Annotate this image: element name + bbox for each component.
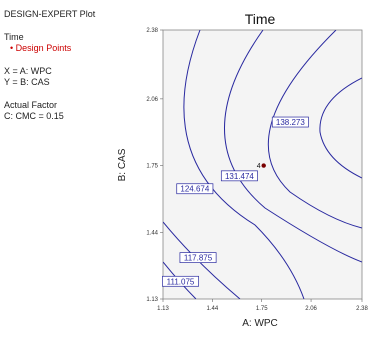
contour-138-273 bbox=[267, 30, 362, 229]
contour-label: 138.273 bbox=[271, 116, 309, 128]
x-tick-label: 2.38 bbox=[356, 306, 368, 312]
actual-factor-value: C: CMC = 0.15 bbox=[4, 111, 64, 121]
design-points-legend: • Design Points bbox=[10, 43, 71, 54]
contour-label-text: 124.674 bbox=[180, 185, 209, 194]
contour-label: 117.875 bbox=[179, 252, 217, 263]
contour-label-box bbox=[179, 252, 217, 263]
x-tick-label: 1.75 bbox=[256, 306, 268, 312]
x-axis-ticks: 1.13 1.44 1.75 2.06 2.38 bbox=[157, 299, 368, 312]
y-tick-label: 2.06 bbox=[146, 97, 158, 103]
contour-label: 131.474 bbox=[220, 170, 258, 182]
design-expert-title: DESIGN-EXPERT Plot bbox=[4, 9, 96, 19]
contour-label: 124.674 bbox=[176, 183, 214, 195]
contour-label: 111.075 bbox=[162, 275, 199, 287]
contour-label-box bbox=[162, 275, 199, 287]
x-tick-label: 2.06 bbox=[305, 306, 317, 312]
contour-inner-right bbox=[319, 77, 362, 179]
contour-labels: 111.075 117.875 124.674 131.474 138.273 bbox=[162, 116, 309, 287]
design-points: 4 bbox=[257, 163, 266, 170]
design-point-count: 4 bbox=[257, 163, 261, 170]
contour-label-text: 111.075 bbox=[167, 277, 195, 286]
y-tick-label: 1.13 bbox=[146, 297, 158, 303]
actual-factor-heading: Actual Factor bbox=[4, 100, 58, 110]
contour-label-box bbox=[220, 170, 258, 182]
contour-124-674 bbox=[183, 30, 305, 299]
contour-label-box bbox=[271, 116, 309, 128]
response-name: Time bbox=[4, 32, 24, 42]
x-tick-label: 1.44 bbox=[207, 306, 219, 312]
y-axis-label: B: CAS bbox=[117, 148, 128, 181]
y-assignment: Y = B: CAS bbox=[4, 77, 50, 87]
contour-label-box bbox=[176, 183, 214, 195]
contour-label-text: 131.474 bbox=[225, 172, 254, 181]
y-tick-label: 1.75 bbox=[146, 164, 158, 170]
contour-label-text: 117.875 bbox=[184, 254, 213, 263]
design-point-legend-icon: • bbox=[10, 43, 14, 53]
y-tick-label: 2.38 bbox=[146, 28, 158, 34]
contour-label-text: 138.273 bbox=[276, 118, 305, 127]
contour-131-474 bbox=[224, 30, 362, 263]
x-tick-label: 1.13 bbox=[157, 306, 169, 312]
design-points-legend-label: Design Points bbox=[15, 43, 72, 53]
x-axis-label: A: WPC bbox=[242, 318, 278, 329]
y-tick-label: 1.44 bbox=[146, 230, 158, 236]
x-assignment: X = A: WPC bbox=[4, 66, 52, 76]
design-point bbox=[261, 163, 266, 168]
chart-title: Time bbox=[245, 11, 276, 27]
y-axis-ticks: 1.13 1.44 1.75 2.06 2.38 bbox=[146, 28, 163, 303]
